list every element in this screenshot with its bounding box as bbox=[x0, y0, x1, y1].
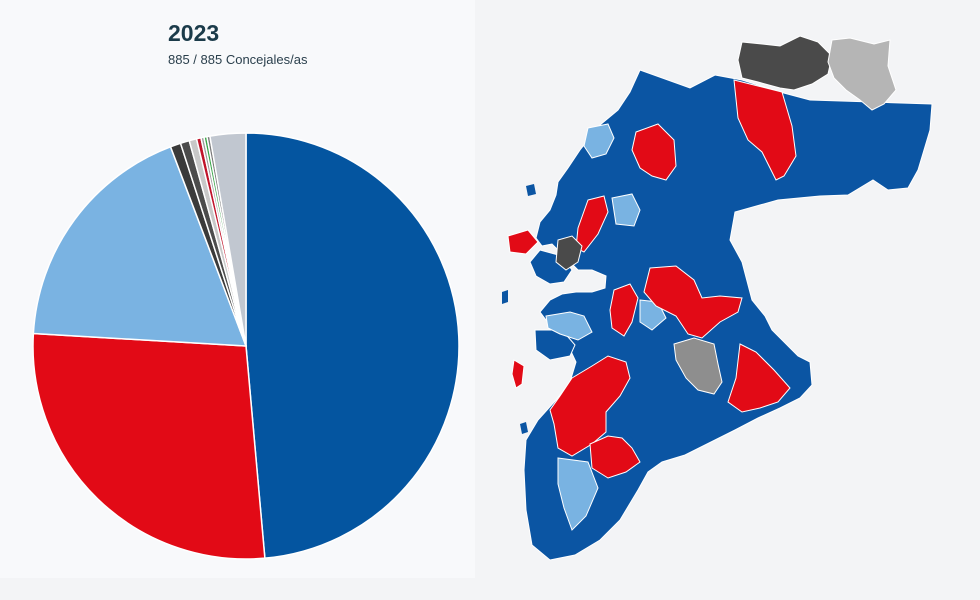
map-region-red4[interactable] bbox=[507, 229, 539, 255]
map-region-red3[interactable] bbox=[575, 195, 609, 253]
map-region-red10[interactable] bbox=[727, 343, 791, 413]
map-region-lb3[interactable] bbox=[545, 311, 593, 341]
map-red-regions bbox=[507, 79, 797, 479]
map-region-lb5[interactable] bbox=[557, 457, 599, 531]
map-region-red5[interactable] bbox=[643, 265, 743, 339]
map-region-midgray1[interactable] bbox=[673, 337, 723, 395]
pie-slice-1[interactable] bbox=[245, 132, 460, 559]
map-region-lb1[interactable] bbox=[583, 123, 615, 159]
map-gray-regions bbox=[555, 35, 897, 395]
map-region-lightgray1[interactable] bbox=[827, 37, 897, 111]
map-region-red7[interactable] bbox=[511, 359, 525, 389]
map-region-darkgray1[interactable] bbox=[737, 35, 833, 91]
bottom-strip bbox=[0, 578, 980, 600]
map-island-2[interactable] bbox=[502, 290, 508, 304]
pie-slice-3[interactable] bbox=[32, 145, 248, 347]
map-region-lb2[interactable] bbox=[611, 193, 641, 227]
pie-slice-2[interactable] bbox=[32, 332, 266, 560]
chart-title: 2023 bbox=[168, 20, 220, 46]
chart-subtitle: 885 / 885 Concejales/as bbox=[168, 52, 308, 67]
map-region-red6[interactable] bbox=[609, 283, 639, 337]
map-region-red8[interactable] bbox=[549, 355, 631, 457]
map-island-3[interactable] bbox=[520, 422, 528, 434]
map-region-red1[interactable] bbox=[631, 123, 677, 181]
map-island-1[interactable] bbox=[526, 184, 536, 196]
map-lightblue-regions bbox=[545, 123, 667, 531]
pie-slice-11[interactable] bbox=[209, 132, 247, 347]
map-islands bbox=[502, 184, 536, 434]
pie-chart bbox=[32, 132, 460, 560]
map-region-red9[interactable] bbox=[589, 435, 641, 479]
map-region-darkgray2[interactable] bbox=[555, 235, 583, 271]
region-map bbox=[502, 35, 933, 561]
map-region-red2[interactable] bbox=[733, 79, 797, 181]
